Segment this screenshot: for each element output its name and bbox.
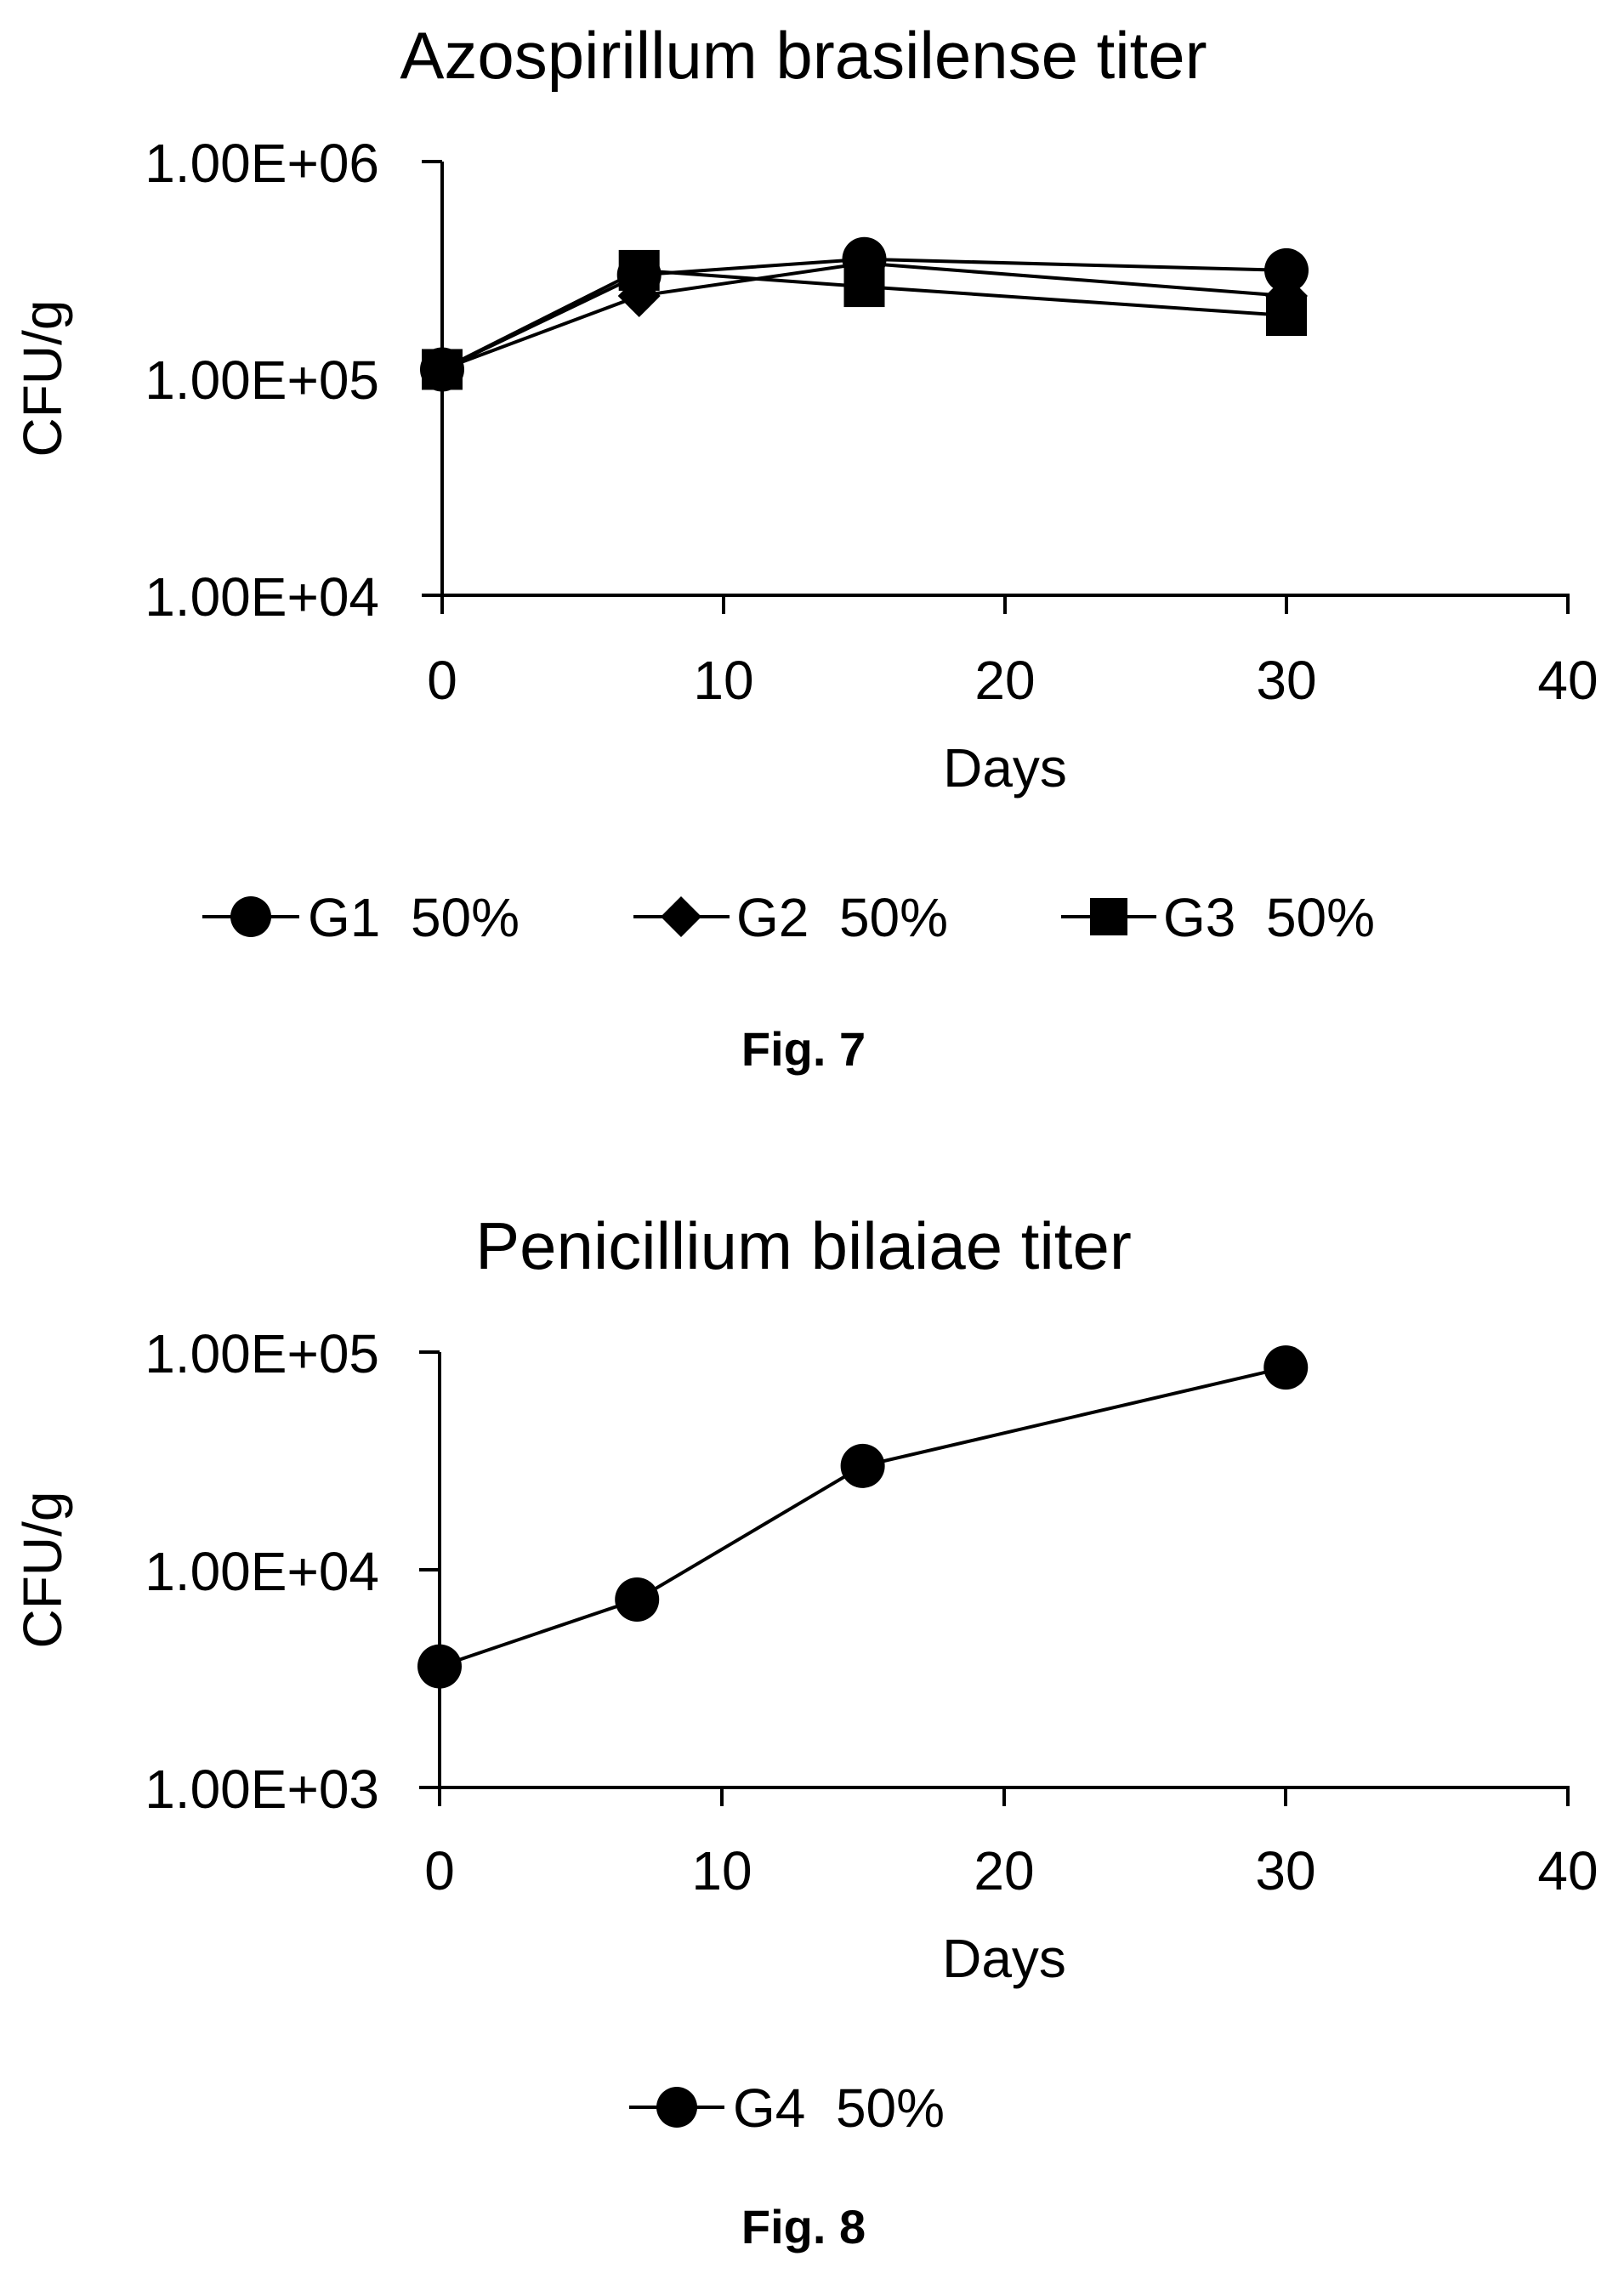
y-axis-title: CFU/g: [12, 1492, 73, 1649]
data-point-g3: [618, 249, 660, 291]
legend-label: G3 50%: [1163, 887, 1375, 948]
legend-circle-marker: [656, 2087, 697, 2128]
y-axis: 1.00E+05 1.00E+04 1.00E+03: [145, 1323, 441, 1820]
x-tick-label: 20: [974, 650, 1035, 711]
x-tick-label: 40: [1537, 650, 1598, 711]
chart-azospirillum: Azospirillum brasilense titer CFU/g 1.00…: [12, 18, 1598, 1076]
x-axis-title: Days: [943, 737, 1067, 799]
x-axis: 0 10 20 30 40: [424, 1786, 1598, 1901]
y-tick-label: 1.00E+03: [145, 1759, 379, 1820]
legend-item-g3: G3 50%: [1061, 887, 1375, 948]
data-point-g3: [843, 266, 885, 308]
x-tick-label: 20: [974, 1840, 1034, 1901]
y-axis: 1.00E+06 1.00E+05 1.00E+04: [145, 133, 444, 628]
y-tick-label: 1.00E+05: [145, 350, 379, 411]
y-tick-label: 1.00E+05: [145, 1323, 379, 1384]
chart-penicillium: Penicillium bilaiae titer CFU/g 1.00E+05…: [12, 1208, 1598, 2253]
y-tick-label: 1.00E+04: [145, 1541, 379, 1602]
data-point-g4: [615, 1577, 660, 1622]
legend-item-g1: G1 50%: [202, 887, 520, 948]
x-axis-title: Days: [942, 1928, 1066, 1989]
plot-area: [417, 1345, 1309, 1689]
y-tick-label: 1.00E+04: [145, 566, 379, 628]
legend-label: G4 50%: [733, 2077, 945, 2139]
x-tick-label: 0: [424, 1840, 455, 1901]
legend-item-g4: G4 50%: [629, 2077, 945, 2139]
x-axis: 0 10 20 30 40: [427, 594, 1598, 711]
y-axis-title: CFU/g: [12, 300, 73, 458]
x-tick-label: 0: [427, 650, 457, 711]
figure-caption: Fig. 7: [741, 1022, 866, 1076]
x-tick-label: 30: [1255, 1840, 1315, 1901]
series-line-g1: [441, 257, 1287, 372]
data-point-g4: [1263, 1345, 1309, 1390]
legend-label: G2 50%: [736, 887, 948, 948]
legend: G4 50%: [629, 2077, 945, 2139]
data-point-g3: [1266, 295, 1307, 337]
chart-title: Penicillium bilaiae titer: [475, 1208, 1132, 1283]
legend-diamond-marker: [661, 896, 701, 937]
series-line-g4: [439, 1366, 1286, 1668]
legend-circle-marker: [230, 896, 271, 937]
legend: G1 50% G2 50% G3 50%: [202, 887, 1375, 948]
figure-caption: Fig. 8: [741, 2200, 866, 2253]
x-tick-label: 30: [1256, 650, 1316, 711]
x-tick-label: 10: [691, 1840, 752, 1901]
legend-label: G1 50%: [308, 887, 520, 948]
x-tick-label: 40: [1537, 1840, 1598, 1901]
y-tick-label: 1.00E+06: [145, 133, 379, 194]
data-point-g4: [417, 1644, 462, 1689]
plot-area: [420, 236, 1309, 392]
chart-title: Azospirillum brasilense titer: [400, 18, 1207, 93]
legend-square-marker: [1090, 898, 1127, 935]
series-line-g3: [441, 268, 1287, 372]
data-point-g1: [1264, 247, 1309, 293]
data-point-g3: [422, 349, 463, 390]
legend-item-g2: G2 50%: [633, 887, 948, 948]
data-point-g4: [840, 1443, 885, 1488]
x-tick-label: 10: [693, 650, 753, 711]
